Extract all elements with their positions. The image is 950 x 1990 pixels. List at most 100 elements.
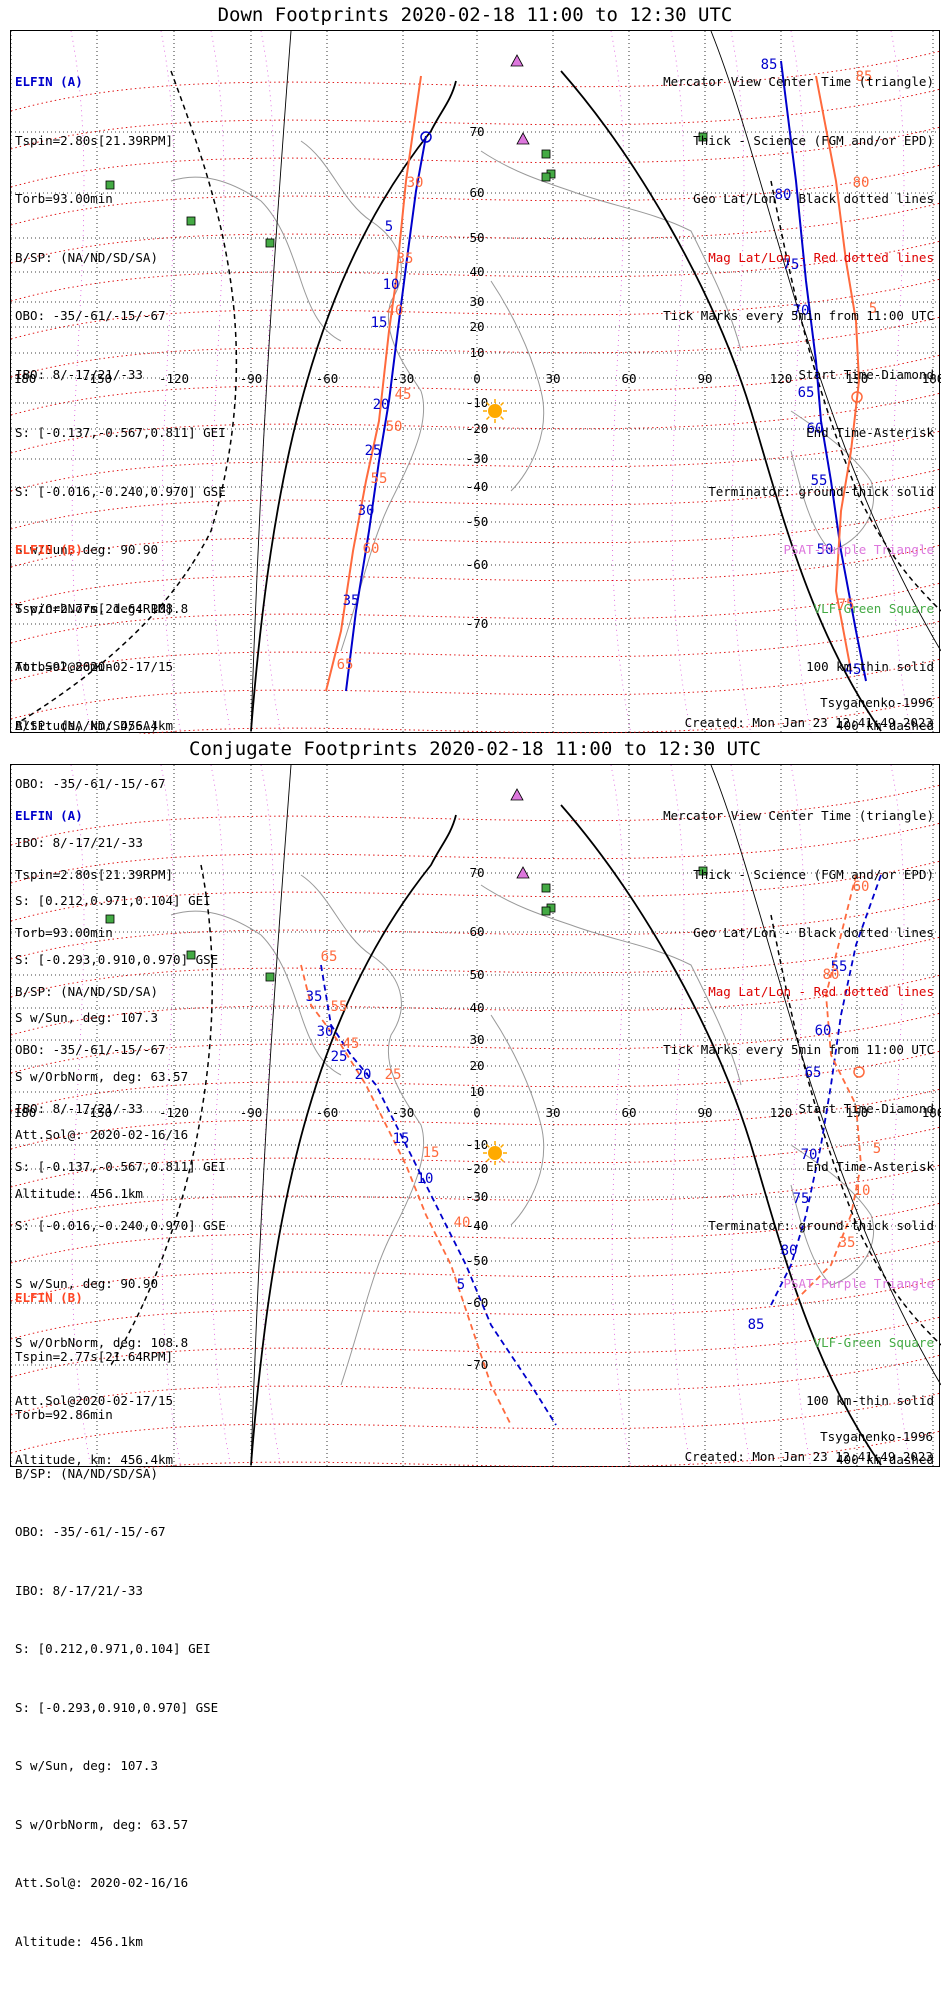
elfin-a-tick-label: 15 [393, 1131, 410, 1147]
legend-100km: 100 km-thin solid [806, 659, 934, 674]
mag-latitude-line [11, 468, 941, 530]
elfin-b-title: ELFIN (B) [15, 1290, 83, 1305]
elfin-a-s-sun: S w/Sun, deg: 90.90 [15, 1276, 158, 1291]
elfin-a-tick-label: 80 [775, 187, 792, 203]
lon-tick-label: 180 [922, 1105, 941, 1120]
mag-latitude-line [137, 1430, 941, 1468]
elfin-b-tick-label: 55 [371, 471, 388, 487]
elfin-b-tick-label: 45 [343, 1036, 360, 1052]
lon-tick-label: 180 [14, 371, 37, 386]
panel-title-down: Down Footprints 2020-02-18 11:00 to 12:3… [217, 4, 733, 26]
lat-tick-label: -20 [466, 421, 489, 436]
panel-title-conjugate: Conjugate Footprints 2020-02-18 11:00 to… [189, 738, 761, 760]
lat-tick-label: -40 [466, 1218, 489, 1233]
elfin-a-tick-label: 15 [371, 315, 388, 331]
legend-start: Start Time-Diamond [798, 366, 934, 382]
coastline [170, 176, 342, 342]
sun-ray [500, 1158, 505, 1163]
terminator-400km-east [770, 180, 941, 612]
sun-ray [485, 1158, 490, 1163]
lon-tick-label: 0 [473, 371, 481, 386]
elfin-b-s-gei: S: [0.212,0.971,0.104] GEI [15, 1641, 211, 1656]
lon-tick-label: 60 [621, 371, 636, 386]
elfin-b-torb: Torb=92.86min [15, 659, 113, 674]
mag-latitude-line [11, 1316, 941, 1378]
elfin-b-tick-label: 60 [853, 879, 870, 895]
elfin-a-tick-label: 25 [331, 1049, 348, 1065]
elfin-a-s-gse: S: [-0.016,-0.240,0.970] GSE [15, 1217, 226, 1233]
elfin-a-tick-label: 5 [457, 1277, 465, 1293]
lat-tick-label: -30 [466, 451, 489, 466]
vlf-square [105, 914, 115, 924]
elfin-a-tick-label: 30 [317, 1024, 334, 1040]
mag-latitude-line [11, 202, 941, 264]
elfin-b-tick-label: 55 [331, 999, 348, 1015]
legend-geo: Geo Lat/Lon - Black dotted lines [693, 191, 934, 206]
elfin-b-obo: OBO: -35/-61/-15/-67 [15, 776, 166, 791]
elfin-a-s-sun: S w/Sun, deg: 90.90 [15, 542, 158, 557]
lon-tick-label: 0 [473, 1105, 481, 1120]
lat-tick-label: -70 [466, 616, 489, 631]
vlf-square [265, 238, 275, 248]
elfin-a-tick-label: 85 [748, 1317, 765, 1333]
elfin-a-tick-label: 75 [783, 257, 800, 273]
lat-tick-label: -50 [466, 1253, 489, 1268]
mag-latitude-line [11, 974, 941, 1036]
lon-tick-label: -120 [159, 371, 189, 386]
model-label: Tsyganenko-1996 [820, 695, 933, 710]
elfin-a-tick-label: 65 [798, 385, 815, 401]
lat-tick-label: 50 [469, 230, 484, 245]
start-diamond-b [853, 1066, 865, 1078]
elfin-a-tspin: Tspin=2.80s[21.39RPM] [15, 132, 174, 148]
elfin-a-alt: Altitude, km: 456.4km [15, 1451, 174, 1467]
lat-tick-label: -10 [466, 395, 489, 410]
elfin-b-s-gei: S: [0.212,0.971,0.104] GEI [15, 893, 211, 908]
start-diamond-a [420, 131, 432, 143]
mag-latitude-line [11, 898, 941, 960]
terminator-400km-east [770, 914, 941, 1346]
mag-meridian [260, 765, 282, 1468]
lon-tick-label: -30 [392, 371, 415, 386]
terminator-400km-west [110, 864, 213, 1366]
lon-tick-label: -60 [316, 371, 339, 386]
sun-ray [485, 1143, 490, 1148]
elfin-a-s-gse: S: [-0.016,-0.240,0.970] GSE [15, 483, 226, 499]
legend-vlf: VLF-Green Square [813, 600, 934, 616]
elfin-b-bsp: B/SP: (NA/ND/SD/SA) [15, 717, 158, 733]
mag-latitude-line [11, 392, 941, 454]
legend-ticks: Tick Marks every 5min from 11:00 UTC [663, 308, 934, 323]
lon-tick-label: 180 [14, 1105, 37, 1120]
legend-mag: Mag Lat/Lon - Red dotted lines [708, 249, 934, 265]
coastline [790, 410, 875, 552]
lat-tick-label: 20 [469, 319, 484, 334]
vlf-square [541, 172, 551, 182]
vlf-square [541, 883, 551, 893]
elfin-b-tick-label: 10 [854, 1183, 871, 1199]
elfin-a-tick-label: 10 [417, 1171, 434, 1187]
lat-tick-label: 30 [469, 294, 484, 309]
mag-latitude-line [11, 822, 941, 884]
elfin-b-att: Att.Sol@: 2020-02-16/16 [15, 1127, 189, 1142]
elfin-a-tick-label: 55 [811, 473, 828, 489]
lon-tick-label: -90 [240, 1105, 263, 1120]
elfin-b-ibo: IBO: 8/-17/21/-33 [15, 1582, 143, 1598]
elfin-b-alt: Altitude: 456.1km [15, 1933, 143, 1949]
elfin-b-track-east [815, 75, 861, 672]
elfin-a-tick-label: 30 [358, 503, 375, 519]
mag-latitude-line [11, 50, 941, 112]
elfin-b-track-west [325, 75, 422, 692]
elfin-b-info-2: ELFIN (B) Tspin=2.77s[21.64RPM] Torb=92.… [15, 1249, 218, 1990]
mag-latitude-line [11, 784, 941, 846]
elfin-b-s-orb: S w/OrbNorm, deg: 63.57 [15, 1068, 189, 1084]
elfin-a-s-orb: S w/OrbNorm, deg: 108.8 [15, 600, 189, 616]
lon-tick-label: -150 [82, 371, 112, 386]
elfin-b-tick-label: 5 [873, 1141, 881, 1157]
elfin-b-tick-label: 5 [869, 301, 877, 317]
mag-latitude-line [11, 582, 941, 644]
lon-tick-label: 180 [922, 371, 941, 386]
mag-latitude-line [11, 1278, 941, 1340]
elfin-b-tick-label: 80 [823, 967, 840, 983]
elfin-a-tick-label: 75 [793, 1191, 810, 1207]
elfin-b-tick-label: 30 [407, 175, 424, 191]
elfin-a-tick-label: 5 [385, 219, 393, 235]
